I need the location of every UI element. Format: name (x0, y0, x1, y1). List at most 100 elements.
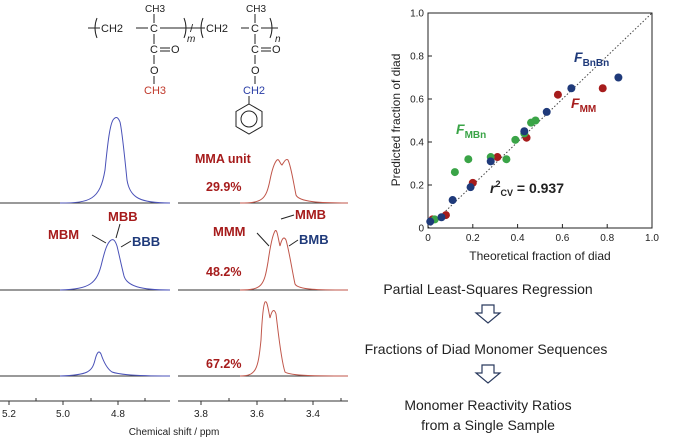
r2-sup: 2 (495, 179, 500, 189)
label-bmb: BMB (299, 232, 329, 247)
r2-value: = 0.937 (513, 180, 564, 196)
y-tick-label-4: 0.8 (410, 52, 424, 63)
pointer-bbb (120, 240, 132, 248)
spectrum-right-1 (239, 159, 349, 204)
point-bnbn-4 (486, 157, 495, 166)
methyl-ester-label: CH3 (144, 85, 166, 97)
x-tick-label-5: 1.0 (645, 233, 659, 244)
plot-frame (427, 12, 653, 229)
point-bnbn-5 (520, 127, 529, 136)
ch2-label-2: CH2 (206, 23, 228, 35)
r2-sub: CV (500, 188, 513, 198)
legend-fmm-sub: MM (580, 104, 597, 115)
ppm-tick-left-1: 5.0 (56, 409, 70, 420)
carbonyl-o-1: O (171, 44, 180, 56)
x-ticks: 0 0.2 0.4 0.6 0.8 1.0 (425, 224, 659, 244)
spectrum-left-1 (59, 117, 171, 204)
point-mbn-1 (450, 168, 459, 177)
ch3-label-1: CH3 (145, 4, 165, 15)
legend-fbnbn-f: F (574, 49, 583, 65)
point-mbn-8 (531, 116, 540, 125)
x-tick-label-1: 0.2 (466, 233, 480, 244)
fraction-3: 67.2% (206, 357, 241, 371)
r2-annotation: r2CV = 0.937 (490, 179, 564, 198)
y-tick-label-3: 0.6 (410, 95, 424, 106)
legend-fbnbn: FBnBn (574, 49, 609, 69)
down-arrow-icon-2 (474, 364, 502, 384)
pointer-mmm (256, 232, 270, 247)
quaternary-c-2: C (251, 23, 259, 35)
ppm-tick-left-0: 5.2 (2, 409, 16, 420)
x-axis-label: Theoretical fraction of diad (469, 249, 610, 263)
ppm-tick-right-1: 3.6 (250, 409, 264, 420)
y-tick-label-2: 0.4 (410, 138, 424, 149)
point-mm-3 (493, 153, 502, 162)
y-axis-label: Predicted fraction of diad (389, 54, 403, 187)
x-tick-label-2: 0.4 (511, 233, 525, 244)
point-mm-5 (553, 90, 562, 99)
ppm-tick-right-2: 3.4 (306, 409, 320, 420)
subscript-m: m (187, 34, 195, 45)
label-mbb-text: MBB (108, 209, 138, 224)
x-tick-label-4: 0.8 (600, 233, 614, 244)
bracket-close-m (183, 17, 187, 39)
ppm-tick-left-2: 4.8 (111, 409, 125, 420)
legend-fmbn-sub: MBn (465, 130, 487, 141)
fraction-2: 48.2% (206, 265, 241, 279)
r2-prefix: r (490, 180, 497, 196)
carbonyl-c-1: C (150, 44, 158, 56)
step-diad-fractions: Fractions of Diad Monomer Sequences (365, 341, 608, 357)
y-ticks: 0 0.2 0.4 0.6 0.8 1.0 (410, 9, 432, 235)
down-arrow-icon-1 (474, 304, 502, 324)
label-bbb: BBB (132, 234, 160, 249)
point-bnbn-2 (448, 196, 457, 205)
point-bnbn-3 (466, 183, 475, 192)
subscript-n: n (275, 34, 281, 45)
data-points (426, 73, 623, 226)
label-mmm: MMM (213, 224, 246, 239)
carbonyl-c-2: C (251, 44, 259, 56)
pointer-mmb (280, 214, 295, 220)
point-mbn-5 (511, 135, 520, 144)
y-tick-label-1: 0.2 (410, 181, 424, 192)
benzene-ring-icon (235, 103, 263, 135)
legend-fmbn: FMBn (456, 121, 486, 141)
parity-scatter-chart: 0 0.2 0.4 0.6 0.8 1.0 0 0.2 0.4 0.6 0.8 1.0 Theore… (389, 9, 659, 264)
ch2-label-1: CH2 (101, 23, 123, 35)
ppm-axis-label: Chemical shift / ppm (129, 427, 220, 438)
ch3-label-2: CH3 (246, 4, 266, 15)
point-mm-6 (598, 84, 607, 93)
step-pls-regression: Partial Least-Squares Regression (383, 281, 592, 297)
ester-o-1: O (150, 65, 159, 77)
label-mbm: MBM (48, 227, 79, 242)
mma-unit-label: MMA unit (195, 152, 252, 166)
ppm-tick-right-0: 3.8 (194, 409, 208, 420)
bracket-open-m (94, 17, 98, 39)
spectrum-right-2 (239, 229, 349, 291)
pointer-bmb (288, 239, 299, 247)
bracket-close-n (269, 17, 273, 39)
legend-fmbn-f: F (456, 121, 465, 137)
legend-fmm: FMM (571, 95, 596, 115)
label-mbm-text: MBM (48, 227, 79, 242)
benzyl-ch2-label: CH2 (243, 85, 265, 97)
copolymer-separator: / (190, 23, 194, 35)
point-bnbn-8 (614, 73, 623, 82)
polymer-structure: CH2 C CH3 C O O CH3 m / CH2 C CH3 C O O … (88, 4, 281, 135)
point-bnbn-7 (567, 84, 576, 93)
ester-o-2: O (251, 65, 260, 77)
point-bnbn-6 (542, 107, 551, 116)
nmr-spectra: MMA unit 29.9% 48.2% 67.2% MBM MBB BBB M… (0, 117, 349, 438)
spectrum-left-3 (59, 351, 171, 377)
label-mbb: MBB (108, 209, 138, 224)
point-bnbn-0 (426, 217, 435, 226)
carbonyl-o-2: O (272, 44, 281, 56)
x-tick-label-3: 0.6 (555, 233, 569, 244)
fraction-1: 29.9% (206, 180, 241, 194)
label-mmb: MMB (295, 207, 326, 222)
point-mbn-2 (464, 155, 473, 164)
y-tick-label-0: 0 (418, 224, 424, 235)
workflow: Partial Least-Squares Regression Fractio… (365, 281, 608, 433)
